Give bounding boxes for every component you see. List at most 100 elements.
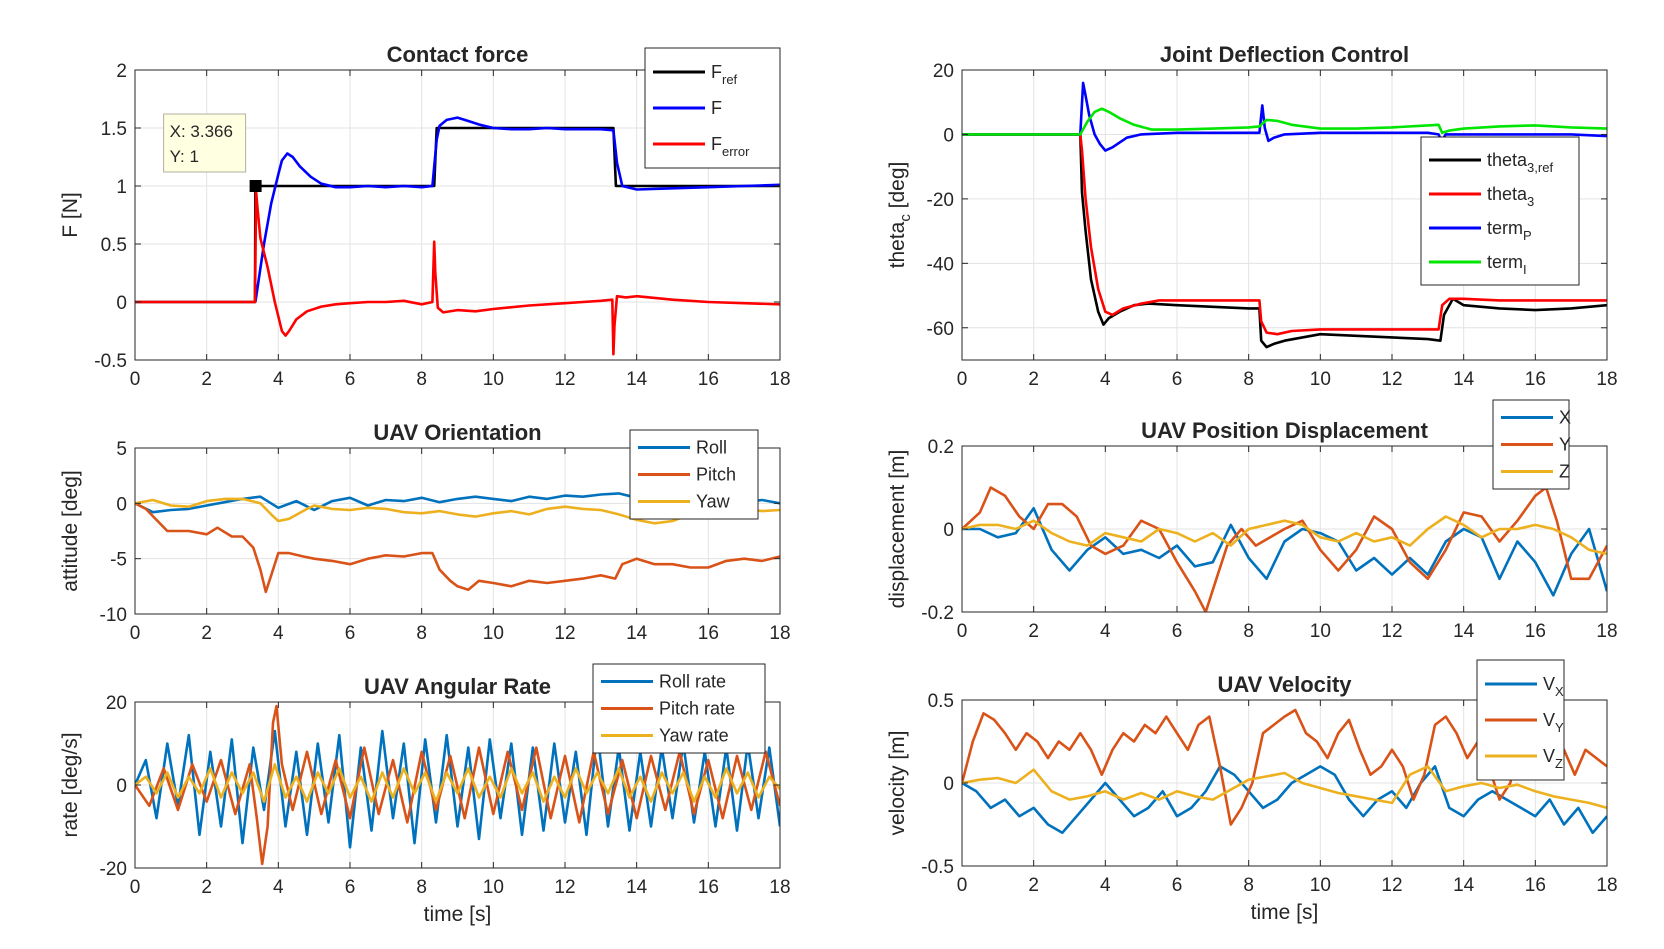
chart-title: UAV Velocity	[1217, 672, 1352, 697]
legend-label: Roll	[696, 438, 727, 458]
x-tick-label: 14	[626, 623, 648, 644]
x-tick-label: 2	[201, 623, 212, 644]
x-tick-label: 14	[1453, 875, 1475, 896]
legend-label: Yaw	[696, 492, 731, 512]
x-axis-label: time [s]	[1251, 901, 1319, 924]
series-line-yaw	[135, 497, 780, 525]
series-line-z	[962, 515, 1607, 556]
y-tick-label: 0	[116, 494, 127, 515]
y-tick-label: -60	[927, 319, 954, 340]
x-tick-label: 10	[1310, 875, 1331, 896]
x-tick-label: 8	[1243, 875, 1254, 896]
y-tick-label: -10	[100, 605, 127, 626]
y-tick-label: -0.5	[921, 857, 954, 878]
x-tick-label: 8	[416, 369, 427, 390]
x-tick-label: 0	[957, 621, 968, 642]
legend-label: termP	[1487, 218, 1532, 243]
y-tick-label: 0.5	[101, 235, 127, 256]
series-line-roll-rate	[135, 729, 780, 849]
x-tick-label: 10	[483, 877, 504, 898]
y-axis-label: thetac [deg]	[886, 162, 914, 269]
y-tick-label: 0.2	[928, 437, 954, 458]
x-tick-label: 8	[1243, 369, 1254, 390]
x-tick-label: 4	[1100, 621, 1111, 642]
series-line-y	[962, 486, 1607, 612]
x-tick-label: 2	[1028, 369, 1039, 390]
x-tick-label: 2	[1028, 621, 1039, 642]
legend-label: Pitch	[696, 465, 736, 485]
x-tick-label: 8	[416, 623, 427, 644]
x-tick-label: 0	[957, 875, 968, 896]
x-axis-label: time [s]	[424, 903, 492, 926]
series-line-theta-3	[962, 133, 1607, 336]
legend-label: theta3	[1487, 184, 1534, 209]
x-tick-label: 12	[554, 877, 575, 898]
series-line-term-p	[962, 81, 1607, 152]
x-tick-label: 14	[1453, 369, 1475, 390]
y-tick-label: 0	[943, 520, 954, 541]
legend-label: X	[1559, 408, 1571, 428]
y-tick-label: 0	[116, 776, 127, 797]
axes-box	[134, 69, 781, 361]
x-tick-label: 0	[957, 369, 968, 390]
legend-label: Y	[1559, 435, 1571, 455]
x-tick-label: 10	[483, 369, 504, 390]
x-tick-label: 12	[1381, 875, 1402, 896]
series-line-yaw-rate	[135, 762, 780, 803]
x-tick-label: 0	[130, 623, 141, 644]
legend-box	[1420, 136, 1580, 286]
legend-label: Yaw rate	[659, 726, 729, 746]
datatip-y-label: Y: 1	[170, 147, 199, 166]
series-group	[962, 708, 1607, 835]
legend-label: Pitch rate	[659, 699, 735, 719]
legend: theta3,ref theta3 termP termI	[1420, 136, 1580, 286]
chart-title: Contact force	[387, 42, 529, 67]
x-tick-label: 14	[1453, 621, 1475, 642]
legend-label: Ferror	[711, 134, 750, 159]
y-axis-label: attitude [deg]	[59, 470, 82, 591]
y-tick-label: 20	[933, 61, 954, 82]
y-tick-label: 5	[116, 439, 127, 460]
axes-uav-orientation: 0 2 4 6 8 10 12 14 16 18 -10 -5 0 5 UAV Orientation att…	[59, 420, 791, 644]
legend-label: theta3,ref	[1487, 150, 1553, 175]
x-tick-label: 12	[554, 369, 575, 390]
chart-title: UAV Position Displacement	[1141, 418, 1429, 443]
y-tick-label: -0.5	[94, 351, 127, 372]
x-tick-label: 6	[1172, 621, 1183, 642]
legend: VX VY VZ	[1476, 659, 1565, 781]
x-tick-label: 4	[273, 877, 284, 898]
x-tick-label: 16	[698, 877, 719, 898]
legend: Roll rate Pitch rate Yaw rate	[592, 663, 766, 754]
series-line-f-error	[135, 190, 780, 356]
series-group	[962, 486, 1607, 612]
y-tick-label: -20	[927, 190, 954, 211]
y-axis-label: velocity [m]	[886, 730, 909, 835]
x-tick-label: 16	[1525, 875, 1546, 896]
x-tick-label: 14	[626, 877, 648, 898]
axes-box	[961, 69, 1608, 361]
x-tick-label: 2	[201, 369, 212, 390]
chart-title: UAV Angular Rate	[364, 674, 551, 699]
x-tick-label: 16	[1525, 369, 1546, 390]
y-tick-label: -20	[100, 859, 127, 880]
x-tick-label: 18	[769, 369, 790, 390]
x-tick-label: 16	[698, 369, 719, 390]
series-line-v-z	[962, 765, 1607, 810]
y-axis-label: rate [deg/s]	[59, 732, 82, 837]
datatip-marker[interactable]	[249, 180, 262, 192]
x-tick-label: 18	[1596, 621, 1617, 642]
x-tick-label: 18	[1596, 369, 1617, 390]
x-tick-label: 8	[1243, 621, 1254, 642]
y-tick-label: -0.2	[921, 603, 954, 624]
legend-label: VX	[1543, 674, 1564, 699]
axes-box	[134, 447, 781, 615]
series-line-term-i	[962, 107, 1607, 136]
y-tick-label: 1	[116, 177, 127, 198]
x-tick-label: 6	[345, 623, 356, 644]
series-line-f	[254, 116, 780, 303]
x-tick-label: 4	[1100, 369, 1111, 390]
y-tick-label: -5	[110, 550, 127, 571]
